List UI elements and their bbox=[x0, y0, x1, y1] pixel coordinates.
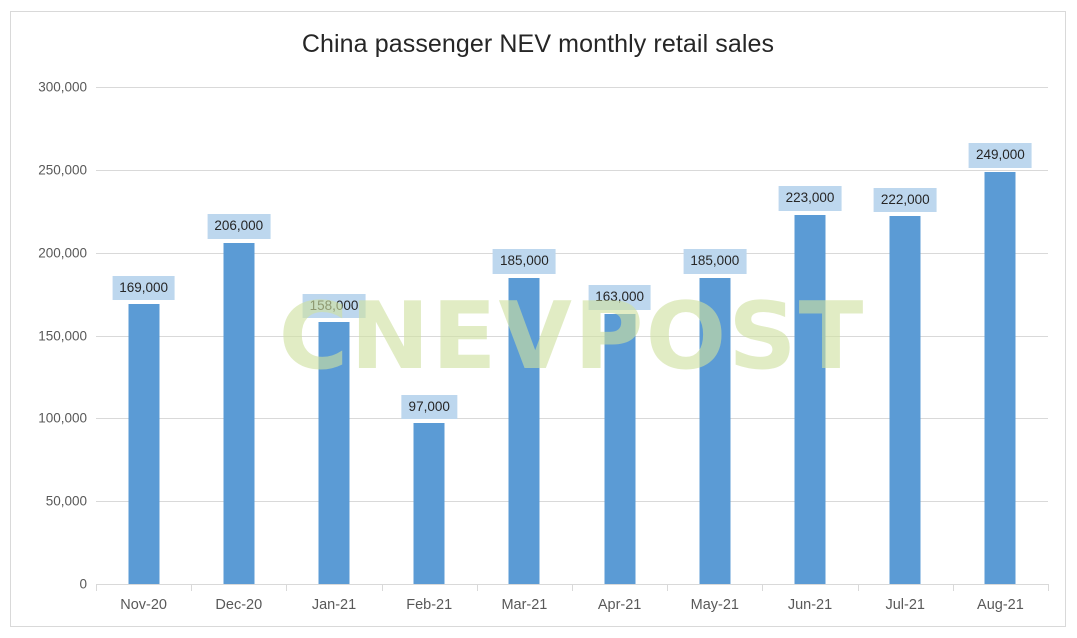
gridline bbox=[96, 501, 1048, 503]
bar[interactable] bbox=[604, 313, 636, 584]
y-axis-tick-label: 50,000 bbox=[45, 493, 87, 509]
bar[interactable] bbox=[413, 423, 445, 584]
bar-series: 169,000 206,000 158,000 97,000 185,000 163,00… bbox=[96, 87, 1048, 584]
x-axis-tick bbox=[667, 584, 669, 591]
x-axis-tick-label: Nov-20 bbox=[120, 597, 167, 613]
x-axis-tick-label: Dec-20 bbox=[215, 597, 263, 613]
bar-group: 249,000 bbox=[953, 87, 1048, 584]
x-axis-tick-label: Jun-21 bbox=[787, 597, 833, 613]
bar-group: 223,000 bbox=[762, 87, 857, 584]
bar-value-label: 163,000 bbox=[588, 285, 652, 310]
bar-group: 158,000 bbox=[286, 87, 381, 584]
bar-group: 222,000 bbox=[858, 87, 953, 584]
x-axis-tick bbox=[1048, 584, 1049, 591]
x-axis-ticks bbox=[96, 584, 1049, 591]
bar-group: 169,000 bbox=[96, 87, 191, 584]
bar[interactable] bbox=[699, 277, 731, 584]
plot-area: 300,000 250,000 200,000 150,000 100,000 50,00… bbox=[38, 80, 1048, 592]
bar[interactable] bbox=[889, 216, 921, 584]
gridline bbox=[96, 169, 1048, 171]
x-axis-tick bbox=[286, 584, 288, 591]
y-axis-tick-label: 100,000 bbox=[38, 410, 87, 426]
bar[interactable] bbox=[984, 171, 1016, 584]
x-axis-tick bbox=[762, 584, 764, 591]
bar-value-label: 185,000 bbox=[683, 249, 747, 274]
bar-value-label: 185,000 bbox=[493, 249, 556, 274]
gridline bbox=[96, 335, 1048, 337]
bar-value-label: 223,000 bbox=[778, 186, 842, 211]
gridline bbox=[96, 252, 1048, 254]
x-axis-tick-labels: Nov-20 Dec-20 Jan-21 Feb-21 Mar-21 Apr-21 May-… bbox=[96, 597, 1048, 613]
x-axis-tick bbox=[96, 584, 97, 591]
bar-value-label: 169,000 bbox=[112, 275, 175, 301]
x-axis-tick bbox=[857, 584, 859, 591]
bar-value-label: 97,000 bbox=[401, 394, 457, 420]
y-axis-tick-label: 200,000 bbox=[38, 245, 87, 261]
y-axis-tick-label: 0 bbox=[79, 576, 87, 592]
x-axis-tick bbox=[476, 584, 478, 591]
y-axis-tick-label: 250,000 bbox=[38, 162, 87, 178]
x-axis-tick-label: Aug-21 bbox=[977, 597, 1024, 613]
bar[interactable] bbox=[508, 277, 540, 584]
bar[interactable] bbox=[794, 214, 826, 584]
x-axis-tick-label: Feb-21 bbox=[406, 597, 453, 613]
y-axis-tick-label: 300,000 bbox=[38, 79, 87, 95]
bar-value-label: 222,000 bbox=[873, 187, 937, 213]
bar[interactable] bbox=[223, 242, 255, 584]
x-axis-tick bbox=[381, 584, 383, 591]
x-axis-tick-label: Mar-21 bbox=[501, 597, 548, 613]
bar-group: 185,000 bbox=[667, 87, 762, 584]
bar-group: 185,000 bbox=[477, 87, 572, 584]
x-axis-tick-label: Jan-21 bbox=[311, 597, 357, 613]
x-axis-tick-label: Apr-21 bbox=[597, 597, 642, 613]
bar-group: 163,000 bbox=[572, 87, 667, 584]
gridline bbox=[96, 418, 1048, 420]
bar-value-label: 158,000 bbox=[302, 293, 366, 319]
gridline bbox=[96, 87, 1048, 88]
bar[interactable] bbox=[318, 322, 350, 584]
x-axis-tick-label: May-21 bbox=[690, 597, 739, 613]
bar-group: 97,000 bbox=[382, 87, 477, 584]
bar-group: 206,000 bbox=[191, 87, 286, 584]
chart-title: China passenger NEV monthly retail sales bbox=[301, 30, 775, 58]
x-axis-tick bbox=[952, 584, 954, 591]
bar-value-label: 206,000 bbox=[207, 214, 271, 239]
bar-value-label: 249,000 bbox=[969, 143, 1032, 168]
y-axis-tick-label: 150,000 bbox=[38, 328, 87, 343]
x-axis-tick bbox=[572, 584, 573, 591]
x-axis-tick-label: Jul-21 bbox=[885, 597, 925, 613]
chart-container: China passenger NEV monthly retail sales… bbox=[10, 11, 1066, 627]
x-axis-tick bbox=[191, 584, 193, 591]
bar[interactable] bbox=[128, 304, 160, 584]
